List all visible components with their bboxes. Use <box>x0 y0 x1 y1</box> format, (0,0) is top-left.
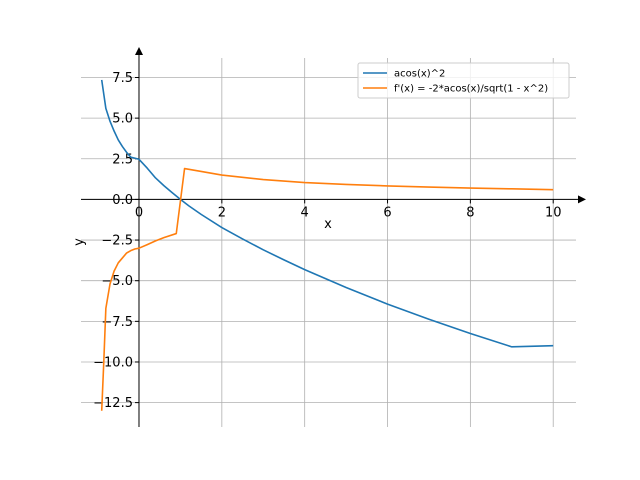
x-tick-label: 2 <box>218 205 226 220</box>
x-tick-label: 0 <box>135 205 143 220</box>
y-tick-label: −7.5 <box>101 315 133 330</box>
x-tick-label: 4 <box>301 205 309 220</box>
series-line-acos <box>100 79 554 348</box>
y-tick-label: 2.5 <box>112 152 133 167</box>
ticks: 0 2 4 6 8 10 7.5 5.0 2.5 0.0 −2.5 −5.0 −7.5 −10.0 −12.… <box>93 71 561 411</box>
y-tick-label: −12.5 <box>93 396 133 411</box>
y-tick-label: −10.0 <box>93 355 133 370</box>
y-tick-label: −5.0 <box>101 274 133 289</box>
series-line-derivative <box>100 167 554 411</box>
x-tick-label: 8 <box>466 205 474 220</box>
x-tick-label: 6 <box>383 205 391 220</box>
x-axis-label: x <box>324 217 332 232</box>
x-tick-label: 10 <box>545 205 562 220</box>
x-axis-arrow <box>578 195 586 204</box>
legend-label-derivative: f'(x) = -2*acos(x)/sqrt(1 - x^2) <box>394 84 548 95</box>
y-axis-label: y <box>72 238 87 246</box>
legend-label-acos: acos(x)^2 <box>394 69 445 80</box>
y-tick-label: −2.5 <box>101 234 133 249</box>
y-tick-label: 0.0 <box>112 193 133 208</box>
y-tick-label: 7.5 <box>112 71 133 86</box>
legend-box <box>357 62 570 99</box>
legend: acos(x)^2 f'(x) = -2*acos(x)/sqrt(1 - x^… <box>357 62 570 99</box>
axes <box>81 47 586 427</box>
grid <box>81 58 576 427</box>
y-tick-label: 5.0 <box>112 112 133 127</box>
series <box>100 79 554 411</box>
y-axis-arrow <box>134 47 143 55</box>
